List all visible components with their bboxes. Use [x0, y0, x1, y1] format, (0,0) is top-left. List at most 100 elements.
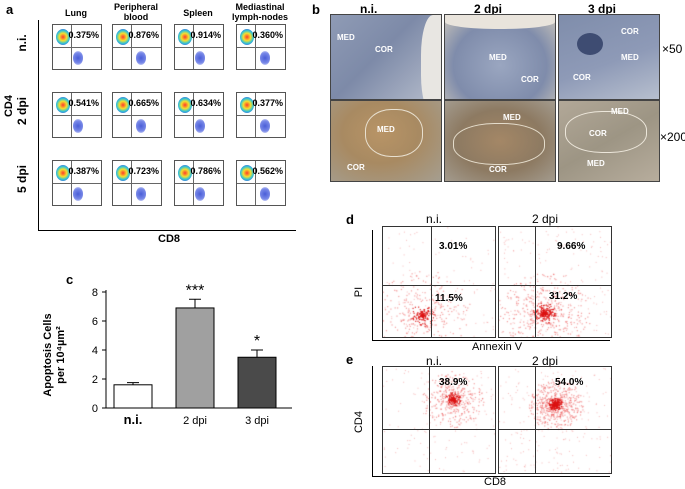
population-blob — [195, 187, 205, 201]
b-col-2dpi: 2 dpi — [474, 2, 503, 16]
gate-h — [383, 285, 495, 286]
col-header-lung: Lung — [65, 8, 87, 18]
population-blob — [260, 51, 270, 65]
ylabel-line2: per 10⁴µm² — [55, 326, 67, 384]
micro-label: COR — [489, 165, 507, 174]
panel-e-x-axis — [372, 476, 610, 477]
facs-percentage: 0.634% — [190, 98, 221, 108]
category-label: n.i. — [124, 412, 143, 427]
panel-d-y-axis — [372, 230, 373, 340]
facs-percentage: 0.562% — [252, 166, 283, 176]
scatter-dots — [383, 367, 495, 473]
micrograph-ni-x50: MED COR — [330, 14, 442, 100]
d-ni-upper: 3.01% — [439, 241, 468, 252]
gate-h — [113, 47, 161, 48]
micro-label: COR — [521, 75, 539, 84]
mag-200: ×200 — [660, 130, 685, 144]
panel-c-ylabel: Apoptosis Cells per 10⁴µm² — [42, 270, 68, 440]
facs-plot: 0.562% — [236, 160, 286, 206]
gate-h — [175, 47, 223, 48]
micro-label: MED — [621, 53, 639, 62]
e-2dpi-value: 54.0% — [555, 377, 584, 388]
bar-2-dpi — [175, 307, 215, 409]
panel-d-x-axis — [372, 340, 610, 341]
gate-v — [431, 227, 432, 337]
d-ni-lower: 11.5% — [435, 293, 463, 304]
population-blob — [73, 187, 83, 201]
scatter-e-ni: 38.9% — [382, 366, 496, 474]
scatter-dots — [499, 367, 611, 473]
micro-label: COR — [375, 45, 393, 54]
gate-h — [383, 429, 495, 430]
population-blob — [240, 29, 254, 45]
e-col-ni: n.i. — [426, 354, 443, 368]
population-blob — [56, 97, 70, 113]
micro-label: MED — [377, 125, 395, 134]
scatter-d-ni: 3.01% 11.5% — [382, 226, 496, 338]
d-2dpi-lower: 31.2% — [549, 291, 578, 302]
micro-label: COR — [589, 129, 607, 138]
facs-percentage: 0.377% — [252, 98, 283, 108]
population-blob — [116, 29, 130, 45]
panel-b-label: b — [312, 2, 320, 17]
micrograph-2dpi-x200: MED COR — [444, 100, 556, 182]
gate-h — [53, 115, 101, 116]
population-blob — [136, 187, 146, 201]
y-tick-label: 4 — [92, 345, 98, 357]
col-header-spleen: Spleen — [183, 8, 213, 18]
gate-h — [113, 183, 161, 184]
population-blob — [56, 165, 70, 181]
facs-plot: 0.876% — [112, 24, 162, 70]
col-header-blood: Peripheral blood — [113, 2, 159, 22]
e-col-2dpi: 2 dpi — [532, 354, 559, 368]
d-2dpi-upper: 9.66% — [557, 241, 586, 252]
gate-h — [175, 115, 223, 116]
d-col-2dpi: 2 dpi — [532, 212, 559, 226]
population-blob — [240, 165, 254, 181]
facs-percentage: 0.387% — [68, 166, 99, 176]
gate-v — [535, 227, 536, 337]
gate-v — [535, 367, 536, 473]
population-blob — [116, 97, 130, 113]
col-header-lymph: Mediastinal lymph-nodes — [231, 2, 288, 22]
panel-e-xlabel: CD8 — [484, 476, 507, 488]
y-tick-label: 2 — [92, 374, 98, 386]
gate-h — [499, 429, 611, 430]
gate-h — [237, 183, 285, 184]
facs-percentage: 0.665% — [128, 98, 159, 108]
facs-percentage: 0.723% — [128, 166, 159, 176]
facs-plot: 0.786% — [174, 160, 224, 206]
b-col-3dpi: 3 dpi — [588, 2, 617, 16]
e-ni-value: 38.9% — [439, 377, 468, 388]
panel-d-label: d — [346, 212, 354, 227]
micro-label: COR — [347, 163, 365, 172]
row-label-5dpi: 5 dpi — [15, 165, 29, 194]
micro-label: MED — [489, 53, 507, 62]
population-blob — [136, 119, 146, 133]
mag-50: ×50 — [662, 42, 683, 56]
micrograph-3dpi-x50: COR MED COR — [558, 14, 660, 100]
micro-label: MED — [503, 113, 521, 122]
population-blob — [136, 51, 146, 65]
panel-a-label: a — [6, 2, 14, 17]
facs-plot: 0.541% — [52, 92, 102, 138]
facs-plot: 0.387% — [52, 160, 102, 206]
population-blob — [240, 97, 254, 113]
facs-plot: 0.377% — [236, 92, 286, 138]
facs-plot: 0.375% — [52, 24, 102, 70]
facs-percentage: 0.541% — [68, 98, 99, 108]
facs-plot: 0.665% — [112, 92, 162, 138]
d-col-ni: n.i. — [426, 212, 443, 226]
population-blob — [73, 51, 83, 65]
facs-plot: 0.914% — [174, 24, 224, 70]
population-blob — [178, 165, 192, 181]
panel-d-ylabel: PI — [353, 286, 366, 298]
population-blob — [195, 119, 205, 133]
facs-percentage: 0.914% — [190, 30, 221, 40]
micro-label: MED — [611, 107, 629, 116]
category-label: 3 dpi — [245, 415, 269, 427]
panel-a-ylabel: CD4 — [3, 94, 16, 118]
population-blob — [178, 97, 192, 113]
population-blob — [116, 165, 130, 181]
gate-h — [113, 115, 161, 116]
